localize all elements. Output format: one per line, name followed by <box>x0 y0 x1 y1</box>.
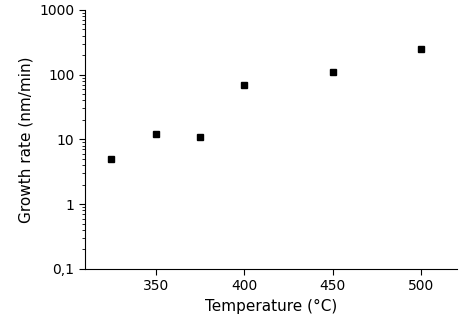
X-axis label: Temperature (°C): Temperature (°C) <box>205 299 337 314</box>
Y-axis label: Growth rate (nm/min): Growth rate (nm/min) <box>19 56 34 223</box>
